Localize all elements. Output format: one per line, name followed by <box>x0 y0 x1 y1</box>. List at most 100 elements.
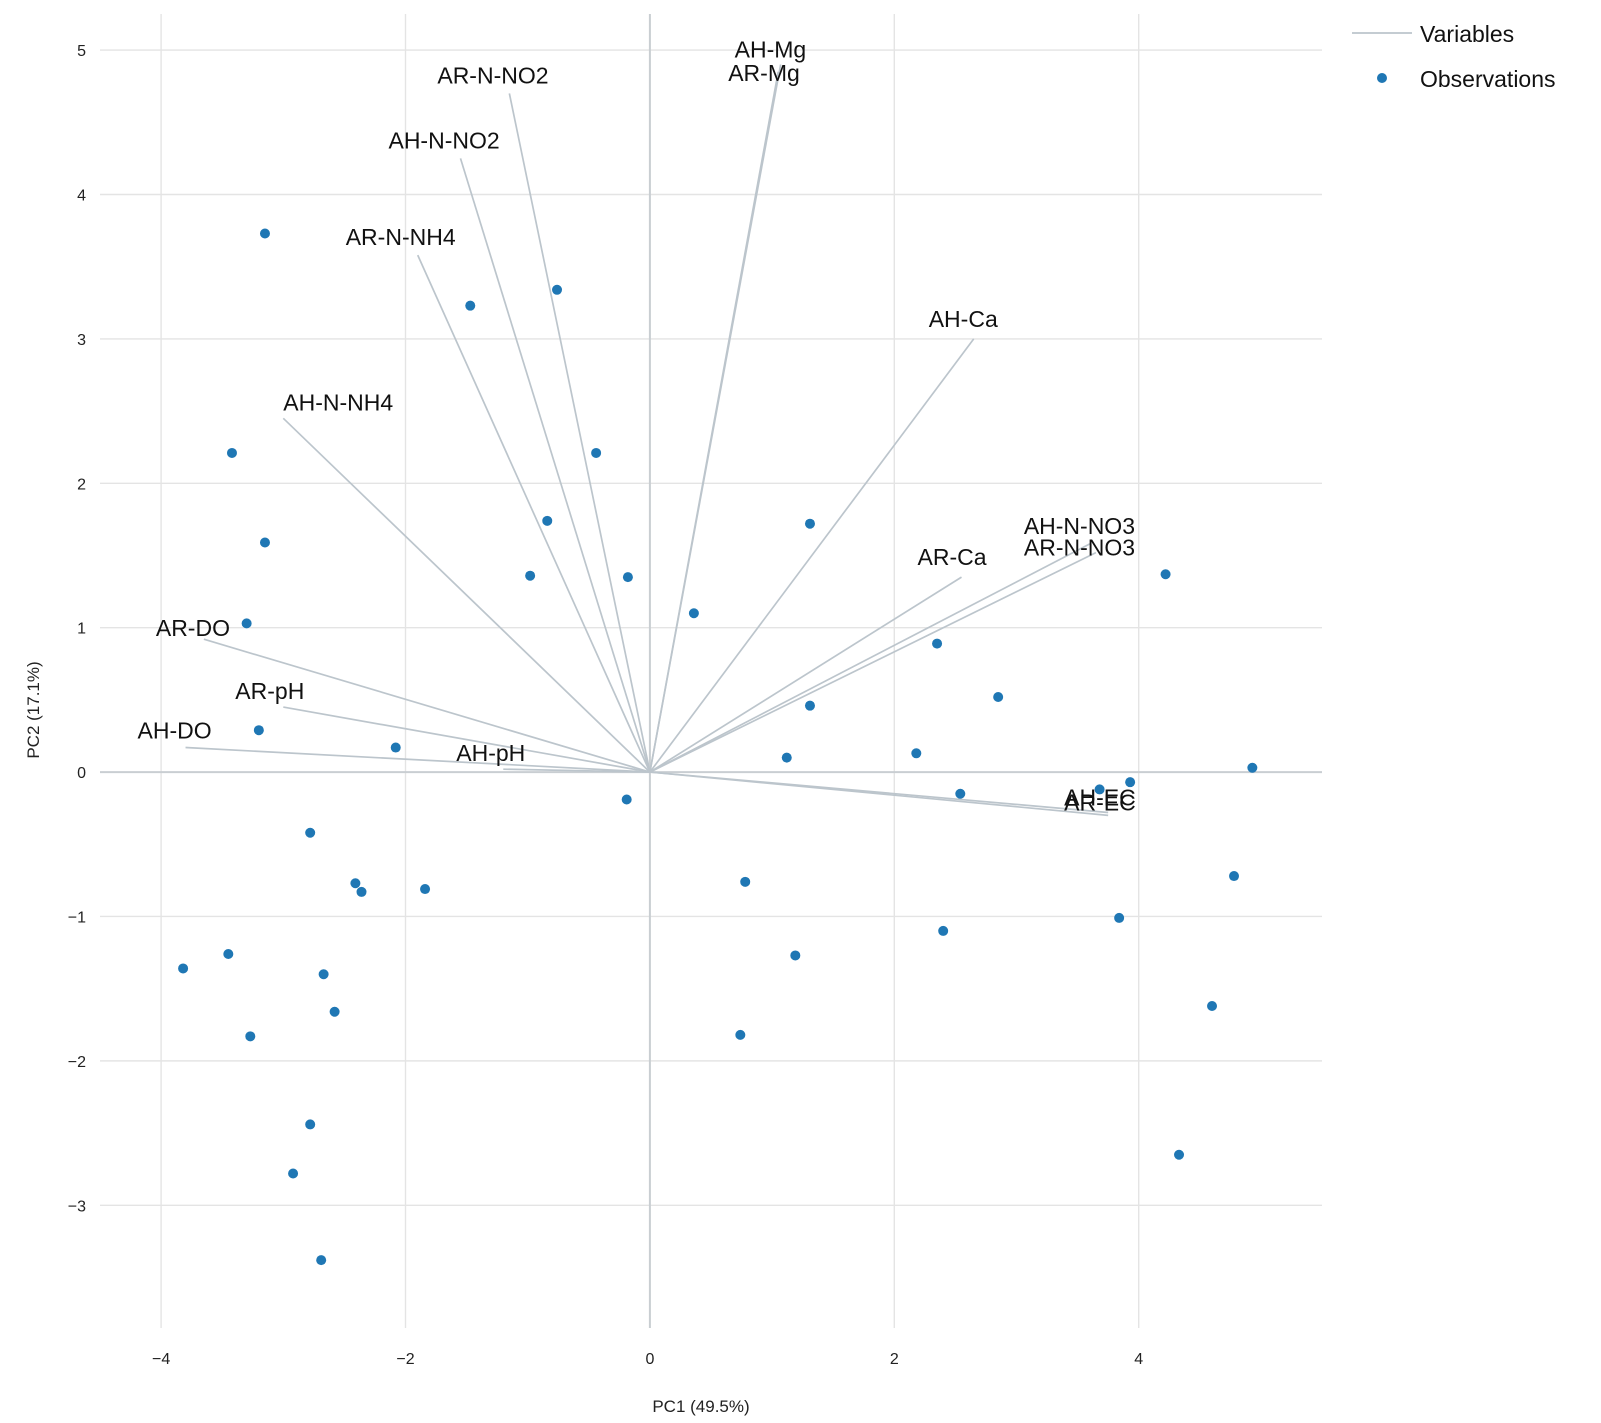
x-tick-label: −4 <box>152 1351 170 1368</box>
observation-point <box>329 1006 340 1017</box>
observation-point <box>245 1031 256 1042</box>
variable-label-ar-ph: AR-pH <box>235 678 304 704</box>
y-tick-label: 0 <box>77 765 86 782</box>
y-tick-label: 5 <box>77 43 86 60</box>
y-tick-label: 1 <box>77 621 86 638</box>
observation-point <box>781 752 792 763</box>
observation-point <box>1229 871 1240 882</box>
observation-point <box>955 788 966 799</box>
x-axis-title: PC1 (49.5%) <box>652 1397 749 1416</box>
variable-label-ah-ec: AH-EC <box>1064 785 1136 811</box>
observation-point <box>1207 1000 1218 1011</box>
legend-observations-label: Observations <box>1420 66 1556 92</box>
observation-point <box>911 748 922 759</box>
observation-point <box>1125 777 1136 788</box>
x-tick-label: −2 <box>396 1351 414 1368</box>
observation-point <box>390 742 401 753</box>
x-tick-label: 4 <box>1134 1351 1143 1368</box>
observation-point <box>1114 912 1125 923</box>
y-tick-label: −1 <box>68 909 86 926</box>
variable-label-ar-n-no2: AR-N-NO2 <box>437 62 548 88</box>
observation-point <box>688 608 699 619</box>
legend: Variables Observations <box>1352 21 1556 92</box>
variable-label-ah-mg: AH-Mg <box>735 37 807 63</box>
legend-observations-swatch <box>1377 73 1387 83</box>
variable-label-ar-n-no3: AR-N-NO3 <box>1024 535 1135 561</box>
variable-vector-ar-ph <box>283 706 651 773</box>
grid <box>100 14 1322 1328</box>
tick-labels: −4 −2 0 2 4 −3 −2 −1 0 1 2 3 4 5 <box>68 43 1143 1368</box>
variable-vector-ar-ca <box>649 576 962 773</box>
observation-point <box>259 537 270 548</box>
y-tick-label: 4 <box>77 187 86 204</box>
observation-point <box>356 886 367 897</box>
observation-point <box>735 1029 746 1040</box>
observation-point <box>1160 569 1171 580</box>
variable-label-ah-n-no2: AH-N-NO2 <box>388 127 499 153</box>
observation-point <box>305 1119 316 1130</box>
x-tick-label: 0 <box>645 1351 654 1368</box>
observation-point <box>804 518 815 529</box>
y-axis-title: PC2 (17.1%) <box>24 661 43 758</box>
variable-vector-ah-n-nh4 <box>282 417 651 773</box>
observation-point <box>542 515 553 526</box>
observation-point <box>350 878 361 889</box>
observation-point <box>288 1168 299 1179</box>
variable-vector-ah-ph <box>503 768 650 773</box>
legend-variables-label: Variables <box>1420 21 1514 47</box>
variable-label-ar-mg: AR-Mg <box>728 60 800 86</box>
observation-point <box>253 725 264 736</box>
variable-vector-ah-ca <box>649 338 975 773</box>
observation-point <box>525 570 536 581</box>
observation-point <box>318 969 329 980</box>
y-tick-label: −2 <box>68 1054 86 1071</box>
observation-point <box>1094 784 1105 795</box>
observation-point <box>993 691 1004 702</box>
observation-point <box>804 700 815 711</box>
variable-vector-ah-do <box>185 746 650 773</box>
zero-axes <box>100 14 1322 1328</box>
observation-point <box>1174 1149 1185 1160</box>
observation-point <box>223 949 234 960</box>
observation-point <box>259 228 270 239</box>
variable-label-ar-n-nh4: AR-N-NH4 <box>346 224 456 250</box>
observation-point <box>622 572 633 583</box>
observation-point <box>591 447 602 458</box>
observation-point <box>178 963 189 974</box>
variable-vector-ar-n-no3 <box>649 551 1097 773</box>
variable-vector-ar-do <box>203 638 651 773</box>
variable-vector-ah-n-no2 <box>459 158 651 773</box>
observation-point <box>1247 762 1258 773</box>
y-tick-label: −3 <box>68 1198 86 1215</box>
variable-vector-ar-n-no2 <box>508 93 651 773</box>
observation-point <box>241 618 252 629</box>
variable-vector-ah-n-no3 <box>649 543 1091 773</box>
observation-point <box>552 284 563 295</box>
variable-label-ah-n-no3: AH-N-NO3 <box>1024 513 1135 539</box>
variable-label-ah-ca: AH-Ca <box>929 306 998 332</box>
variable-label-ah-do: AH-DO <box>138 718 212 744</box>
observation-point <box>790 950 801 961</box>
observation-point <box>465 300 476 311</box>
variable-label-ar-do: AR-DO <box>156 615 230 641</box>
variable-vector-ar-mg <box>649 71 780 773</box>
observation-point <box>621 794 632 805</box>
variable-label-ah-ph: AH-pH <box>456 740 525 766</box>
observation-point <box>932 638 943 649</box>
y-tick-label: 2 <box>77 476 86 493</box>
observation-point <box>938 925 949 936</box>
variable-label-ah-n-nh4: AH-N-NH4 <box>283 389 393 415</box>
x-tick-label: 2 <box>890 1351 899 1368</box>
variable-label-ar-ec: AR-EC <box>1064 789 1136 815</box>
y-tick-label: 3 <box>77 332 86 349</box>
observation-point <box>226 447 237 458</box>
variable-vectors <box>185 64 1109 817</box>
observation-point <box>305 827 316 838</box>
variable-label-ar-ca: AR-Ca <box>918 544 987 570</box>
observation-points <box>178 228 1258 1266</box>
variable-vector-ar-n-nh4 <box>416 254 651 773</box>
observation-point <box>316 1255 327 1266</box>
observation-point <box>420 884 431 895</box>
